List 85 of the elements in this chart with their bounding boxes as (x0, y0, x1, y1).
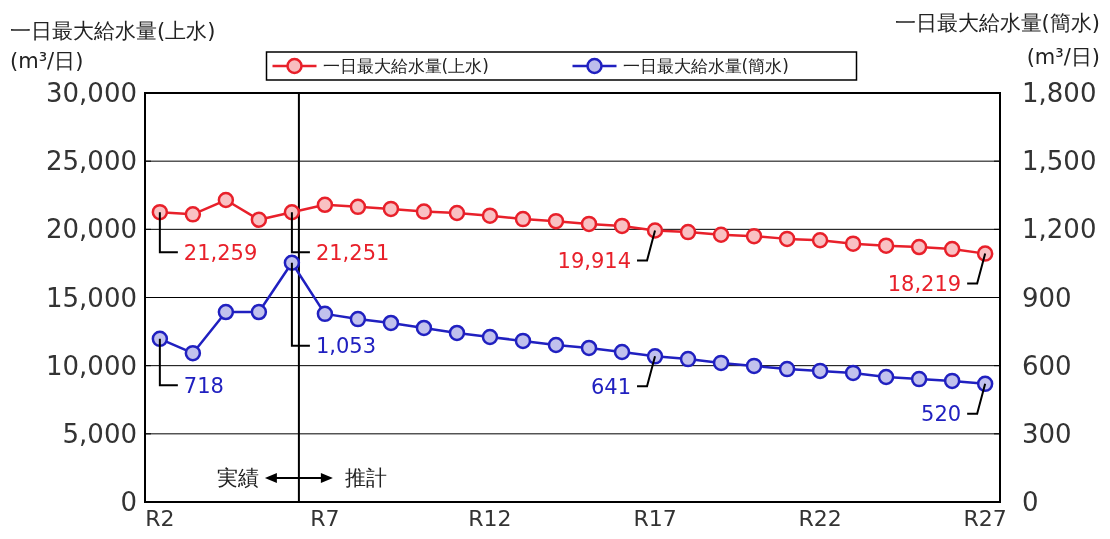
y2-tick-label: 600 (1022, 350, 1072, 381)
point (184, 206, 202, 223)
x-tick-label: R7 (310, 506, 340, 531)
point (316, 305, 334, 323)
x-tick-label: R27 (963, 506, 1007, 531)
point (151, 330, 169, 348)
point (415, 319, 433, 337)
annotation: 推計 (344, 466, 387, 491)
point (184, 344, 202, 362)
point (646, 348, 664, 365)
data-label: 520 (921, 402, 962, 427)
point (943, 240, 961, 258)
point (844, 364, 862, 382)
point (943, 372, 961, 390)
y-tick-label: 0 (120, 487, 137, 518)
y2-axis-title: 一日最大給水量(簡水) (m³/日) (894, 11, 1100, 69)
x-tick-label: R12 (468, 506, 512, 531)
y2-tick-label: 0 (1022, 487, 1039, 518)
y-tick-label: 5,000 (62, 418, 137, 449)
point (580, 215, 598, 233)
data-label: 718 (183, 373, 224, 398)
point (745, 357, 763, 375)
point (844, 235, 862, 252)
point (415, 203, 433, 220)
point (448, 204, 466, 222)
y-tick-label: 20,000 (46, 214, 137, 245)
point (613, 343, 631, 361)
data-label: 18,219 (887, 271, 962, 296)
data-label: 641 (590, 374, 632, 399)
y2-tick-label: 1,800 (1022, 78, 1097, 109)
y2-tick-label: 1,200 (1022, 214, 1097, 245)
y2-tick-label: 1,500 (1022, 146, 1097, 177)
data-label: 21,251 (315, 240, 390, 265)
point (250, 211, 268, 229)
point (580, 339, 598, 357)
point (778, 230, 796, 248)
point (613, 217, 631, 235)
point (481, 328, 499, 346)
y2-tick-label: 900 (1022, 282, 1072, 313)
x-tick-label: R17 (633, 506, 677, 531)
point (811, 231, 829, 249)
point (283, 254, 301, 271)
point (910, 238, 928, 256)
point (217, 303, 235, 321)
point (283, 204, 301, 221)
data-label: 19,914 (557, 248, 632, 273)
point (877, 237, 895, 254)
point (349, 310, 367, 328)
data-label: 1,053 (315, 334, 377, 359)
x-tick-label: R2 (145, 506, 175, 531)
point (712, 226, 730, 244)
y-tick-label: 30,000 (46, 78, 137, 109)
data-label: 21,259 (183, 240, 258, 265)
y-tick-label: 15,000 (46, 282, 137, 313)
point (778, 360, 796, 378)
point (217, 191, 235, 209)
point (712, 354, 730, 372)
point (382, 200, 400, 218)
point (448, 324, 466, 342)
point (679, 223, 697, 241)
y-tick-label: 10,000 (46, 350, 137, 381)
point (514, 210, 532, 228)
point (745, 227, 763, 245)
point (547, 212, 565, 230)
point (547, 336, 565, 354)
point (679, 350, 697, 368)
legend-label: 一日最大給水量(上水) (322, 55, 489, 76)
point (910, 370, 928, 388)
point (976, 375, 994, 393)
point (481, 207, 499, 224)
legend-label: 一日最大給水量(簡水) (622, 55, 789, 76)
annotation: 実績 (216, 466, 259, 491)
point (976, 245, 994, 262)
point (349, 198, 367, 216)
point (316, 196, 334, 214)
x-tick-label: R22 (798, 506, 842, 531)
point (877, 368, 895, 386)
point (250, 303, 268, 321)
y-axis-title: 一日最大給水量(上水) (m³/日) (10, 19, 216, 73)
point (514, 332, 532, 350)
point (151, 203, 169, 221)
y-tick-label: 25,000 (46, 146, 137, 177)
point (811, 362, 829, 380)
point (382, 314, 400, 332)
y2-tick-label: 300 (1022, 418, 1072, 449)
